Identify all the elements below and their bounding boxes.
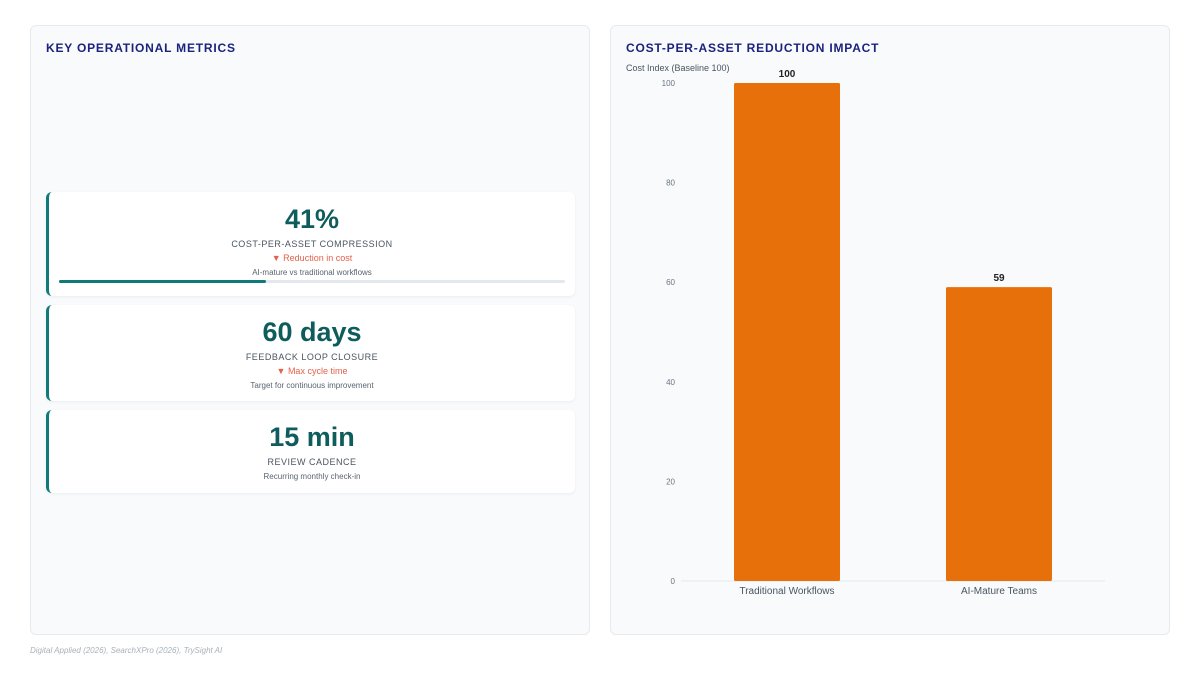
metric-delta: ▼ Reduction in cost xyxy=(271,253,353,263)
key-metrics-panel: KEY OPERATIONAL METRICS 41% COST-PER-ASS… xyxy=(30,25,590,635)
y-tick-label: 100 xyxy=(662,79,676,88)
bar-chart: Cost Index (Baseline 100) 0 20 40 60 80 100 100… xyxy=(626,63,1105,597)
progress-fill xyxy=(59,280,267,283)
data-label: 59 xyxy=(993,273,1005,284)
metric-card-review-cadence: 15 min REVIEW CADENCE Recurring monthly … xyxy=(46,410,575,493)
metric-value: 41% xyxy=(284,204,340,234)
data-label: 100 xyxy=(779,69,796,80)
y-tick-label: 60 xyxy=(666,278,675,287)
y-tick-label: 20 xyxy=(666,477,675,486)
metric-label: REVIEW CADENCE xyxy=(267,457,357,467)
metric-card-cost-compression: 41% COST-PER-ASSET COMPRESSION ▼ Reducti… xyxy=(46,192,575,296)
y-tick-label: 40 xyxy=(666,378,675,387)
metric-delta: ▼ Max cycle time xyxy=(276,366,348,376)
x-tick-label: Traditional Workflows xyxy=(739,586,834,597)
cost-reduction-chart-panel: COST-PER-ASSET REDUCTION IMPACT Cost Ind… xyxy=(610,25,1170,635)
metric-value: 60 days xyxy=(262,317,362,347)
y-tick-label: 80 xyxy=(666,179,675,188)
metric-note: Target for continuous improvement xyxy=(250,381,374,390)
chart-title: COST-PER-ASSET REDUCTION IMPACT xyxy=(626,41,880,55)
metric-label: FEEDBACK LOOP CLOSURE xyxy=(245,352,379,362)
source-caption: Digital Applied (2026), SearchXPro (2026… xyxy=(30,646,223,655)
metric-note: Recurring monthly check-in xyxy=(263,472,361,481)
bar xyxy=(946,287,1052,581)
metric-note: AI-mature vs traditional workflows xyxy=(252,268,372,277)
x-tick-label: AI-Mature Teams xyxy=(961,586,1037,597)
metric-label: COST-PER-ASSET COMPRESSION xyxy=(231,239,393,249)
panel-title: KEY OPERATIONAL METRICS xyxy=(46,41,236,55)
metric-value: 15 min xyxy=(269,422,355,452)
y-tick-label: 0 xyxy=(671,577,676,586)
metric-card-feedback-loop: 60 days FEEDBACK LOOP CLOSURE ▼ Max cycl… xyxy=(46,305,575,401)
progress-bar xyxy=(59,280,565,283)
y-axis-label: Cost Index (Baseline 100) xyxy=(626,63,730,73)
bar xyxy=(734,83,840,581)
